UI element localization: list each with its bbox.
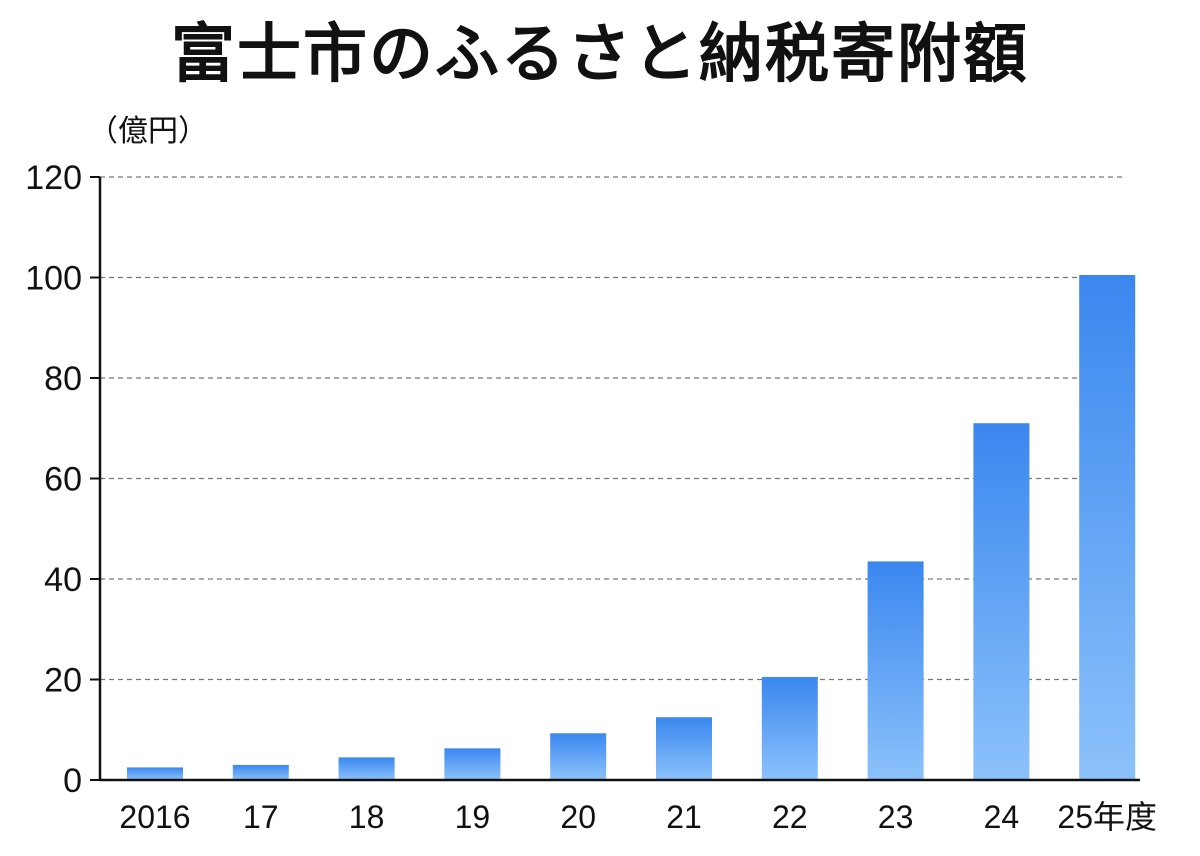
y-tick-label: 100 (25, 260, 82, 298)
bar-20 (550, 733, 607, 780)
bar-22 (761, 676, 818, 780)
chart-title: 富士市のふるさと納税寄附額 (171, 18, 1029, 92)
gridlines (100, 176, 1125, 681)
x-tick-label: 21 (666, 799, 702, 835)
bar-25年度 (1079, 274, 1136, 780)
y-tick-label: 120 (25, 159, 82, 197)
axis-labels: 0 20 40 60 80 100 120 2016 17 18 19 20 21 22 23 24 25年度 (25, 159, 1157, 835)
bar-21 (656, 717, 712, 780)
bar-17 (232, 764, 289, 780)
x-tick-label: 24 (984, 799, 1020, 835)
y-tick-label: 80 (44, 360, 82, 398)
bar-19 (444, 748, 501, 780)
axes (90, 176, 1140, 782)
x-tick-label: 22 (772, 799, 808, 835)
y-tick-label: 40 (44, 561, 82, 599)
bar-24 (973, 423, 1030, 780)
x-tick-label: 20 (560, 799, 596, 835)
y-axis-unit-label: （億円） (88, 114, 208, 149)
bars (127, 274, 1136, 780)
bar-23 (867, 561, 924, 780)
y-tick-label: 60 (44, 461, 82, 499)
x-tick-label: 23 (878, 799, 914, 835)
x-tick-label: 17 (243, 799, 279, 835)
x-tick-label: 18 (349, 799, 385, 835)
x-tick-label: 19 (455, 799, 491, 835)
y-tick-label: 0 (63, 762, 82, 800)
bar-2016 (127, 767, 183, 780)
y-tick-label: 20 (44, 662, 82, 700)
x-tick-label: 2016 (119, 799, 190, 835)
x-tick-label: 25年度 (1057, 799, 1157, 835)
bar-18 (338, 757, 395, 780)
